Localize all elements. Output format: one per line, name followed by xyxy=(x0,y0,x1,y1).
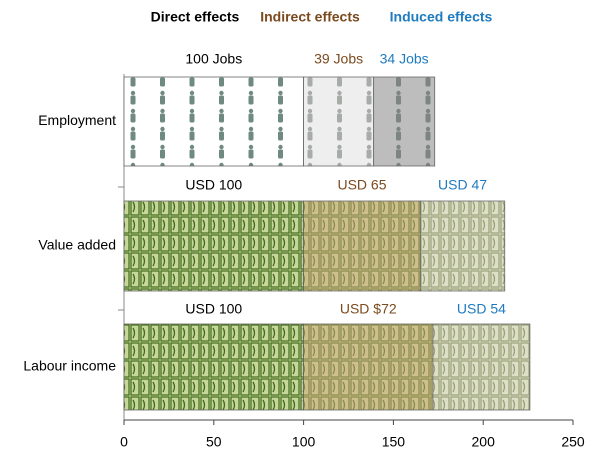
y-tick-label: Value added xyxy=(38,237,116,253)
data-label: 39 Jobs xyxy=(314,51,363,67)
x-tick-label: 250 xyxy=(561,434,585,450)
bar-segment xyxy=(123,323,305,411)
data-label: USD 65 xyxy=(337,177,386,193)
x-tick-label: 200 xyxy=(472,434,496,450)
bar-segment xyxy=(432,323,531,411)
bar-segment xyxy=(303,323,434,411)
x-tick-label: 150 xyxy=(382,434,406,450)
legend-label: Indirect effects xyxy=(260,9,360,25)
data-label: USD 54 xyxy=(457,301,506,317)
y-tick-label: Labour income xyxy=(23,358,116,374)
x-tick-label: 50 xyxy=(206,434,222,450)
bar-segment xyxy=(123,200,305,292)
data-label: 34 Jobs xyxy=(380,51,429,67)
legend-label: Direct effects xyxy=(151,9,240,25)
data-label: USD $72 xyxy=(340,301,397,317)
legend-label: Induced effects xyxy=(390,9,493,25)
bar-segment xyxy=(373,76,436,167)
x-tick-label: 100 xyxy=(292,434,316,450)
bar-segment xyxy=(303,200,421,292)
data-label: USD 100 xyxy=(185,177,242,193)
bar-segment xyxy=(303,76,375,167)
data-label: USD 100 xyxy=(185,301,242,317)
y-tick-label: Employment xyxy=(38,112,116,128)
data-label: USD 47 xyxy=(438,177,487,193)
data-label: 100 Jobs xyxy=(185,51,242,67)
x-tick-label: 0 xyxy=(120,434,128,450)
bar-segment xyxy=(419,200,506,292)
bar-segment xyxy=(123,76,305,167)
